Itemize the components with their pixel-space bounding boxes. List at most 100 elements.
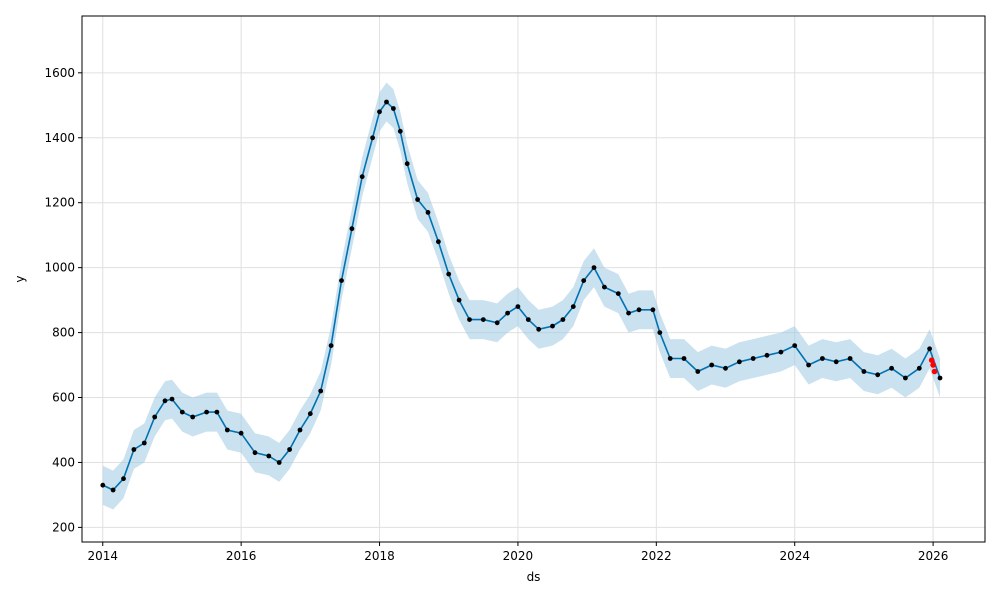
observed-point: [626, 310, 631, 316]
observed-point: [602, 284, 607, 290]
observed-point: [287, 447, 292, 452]
observed-point: [377, 109, 382, 115]
y-tick-label: 800: [52, 326, 75, 340]
recent-point: [931, 368, 938, 375]
observed-point: [110, 487, 116, 493]
observed-point: [169, 396, 175, 402]
observed-point: [204, 409, 210, 415]
observed-point: [307, 411, 313, 417]
x-tick-label: 2026: [918, 549, 949, 563]
observed-point: [339, 278, 344, 283]
observed-point: [190, 414, 196, 420]
observed-point: [927, 346, 932, 352]
observed-point: [152, 414, 158, 420]
observed-point: [505, 310, 510, 316]
observed-point: [121, 476, 126, 482]
recent-points-group: [928, 357, 938, 375]
observed-point: [436, 239, 441, 245]
observed-point: [276, 460, 282, 465]
observed-point: [349, 226, 355, 232]
observed-point: [806, 362, 811, 368]
observed-point: [657, 330, 663, 335]
observed-point: [391, 106, 396, 111]
observed-point: [525, 317, 531, 322]
observed-point: [570, 304, 576, 309]
observed-point: [903, 375, 908, 381]
observed-point: [792, 343, 798, 348]
grid-lines: [82, 16, 985, 542]
observed-point: [778, 349, 784, 355]
observed-point: [404, 161, 410, 167]
observed-point: [397, 128, 403, 134]
x-tick-label: 2024: [779, 549, 810, 563]
x-tick-label: 2016: [226, 549, 257, 563]
observed-point: [764, 352, 770, 358]
observed-point: [667, 356, 673, 361]
observed-point: [650, 307, 656, 313]
observed-point: [214, 409, 220, 415]
x-tick-label: 2022: [641, 549, 672, 563]
observed-point: [581, 278, 587, 283]
observed-point: [162, 398, 168, 404]
observed-point: [238, 430, 244, 436]
observed-point: [560, 317, 566, 322]
observed-point: [494, 320, 500, 326]
observed-point: [328, 343, 334, 348]
y-axis-label: y: [13, 275, 27, 282]
x-tick-label: 2014: [87, 549, 118, 563]
observed-point: [467, 317, 472, 322]
observed-point: [550, 323, 555, 329]
observed-point: [937, 375, 943, 381]
recent-point: [930, 362, 936, 368]
observed-point: [141, 440, 147, 446]
observed-point: [359, 174, 365, 180]
observed-point: [820, 356, 825, 361]
observed-point: [681, 356, 687, 361]
observed-point: [456, 297, 462, 303]
uncertainty-band: [102, 82, 941, 510]
recent-point: [928, 357, 935, 364]
observed-point: [875, 372, 881, 378]
observed-point: [480, 317, 486, 322]
observed-point: [861, 369, 867, 374]
observed-point: [131, 447, 137, 452]
observed-point: [723, 365, 728, 371]
observed-point: [179, 409, 185, 415]
plot-frame: [81, 15, 986, 543]
observed-point: [252, 450, 258, 456]
observed-point: [636, 307, 642, 313]
observed-point: [695, 369, 701, 374]
y-tick-label: 1200: [44, 196, 75, 210]
observed-point: [318, 388, 324, 394]
y-tick-label: 600: [52, 391, 75, 405]
observed-point: [515, 304, 521, 309]
y-tick-label: 1400: [44, 131, 75, 145]
observed-point: [384, 99, 389, 105]
observed-point: [916, 365, 922, 371]
observed-point: [446, 271, 452, 277]
observed-point: [833, 359, 839, 365]
y-tick-label: 200: [52, 520, 75, 534]
x-tick-label: 2020: [503, 549, 534, 563]
y-tick-label: 1600: [44, 66, 75, 80]
observed-point: [591, 265, 597, 270]
observed-point: [224, 427, 230, 433]
observed-point: [536, 326, 542, 332]
axis-ticks: 2014 2016 2018 2020 2022 2024 2026 200 400 600 800…: [44, 66, 948, 563]
observed-point: [297, 427, 303, 433]
y-tick-label: 1000: [44, 261, 75, 275]
observed-point: [709, 362, 715, 368]
observed-point: [737, 359, 742, 365]
observed-point: [415, 197, 420, 202]
x-axis-label: ds: [527, 570, 541, 584]
observed-point: [266, 453, 272, 459]
x-tick-label: 2018: [364, 549, 395, 563]
uncertainty-band-group: [102, 82, 941, 510]
observed-point: [889, 365, 894, 371]
observed-point: [750, 356, 756, 361]
observed-point: [100, 482, 106, 488]
observed-point: [370, 135, 375, 141]
observed-points-group: [100, 99, 943, 493]
observed-point: [425, 210, 431, 215]
